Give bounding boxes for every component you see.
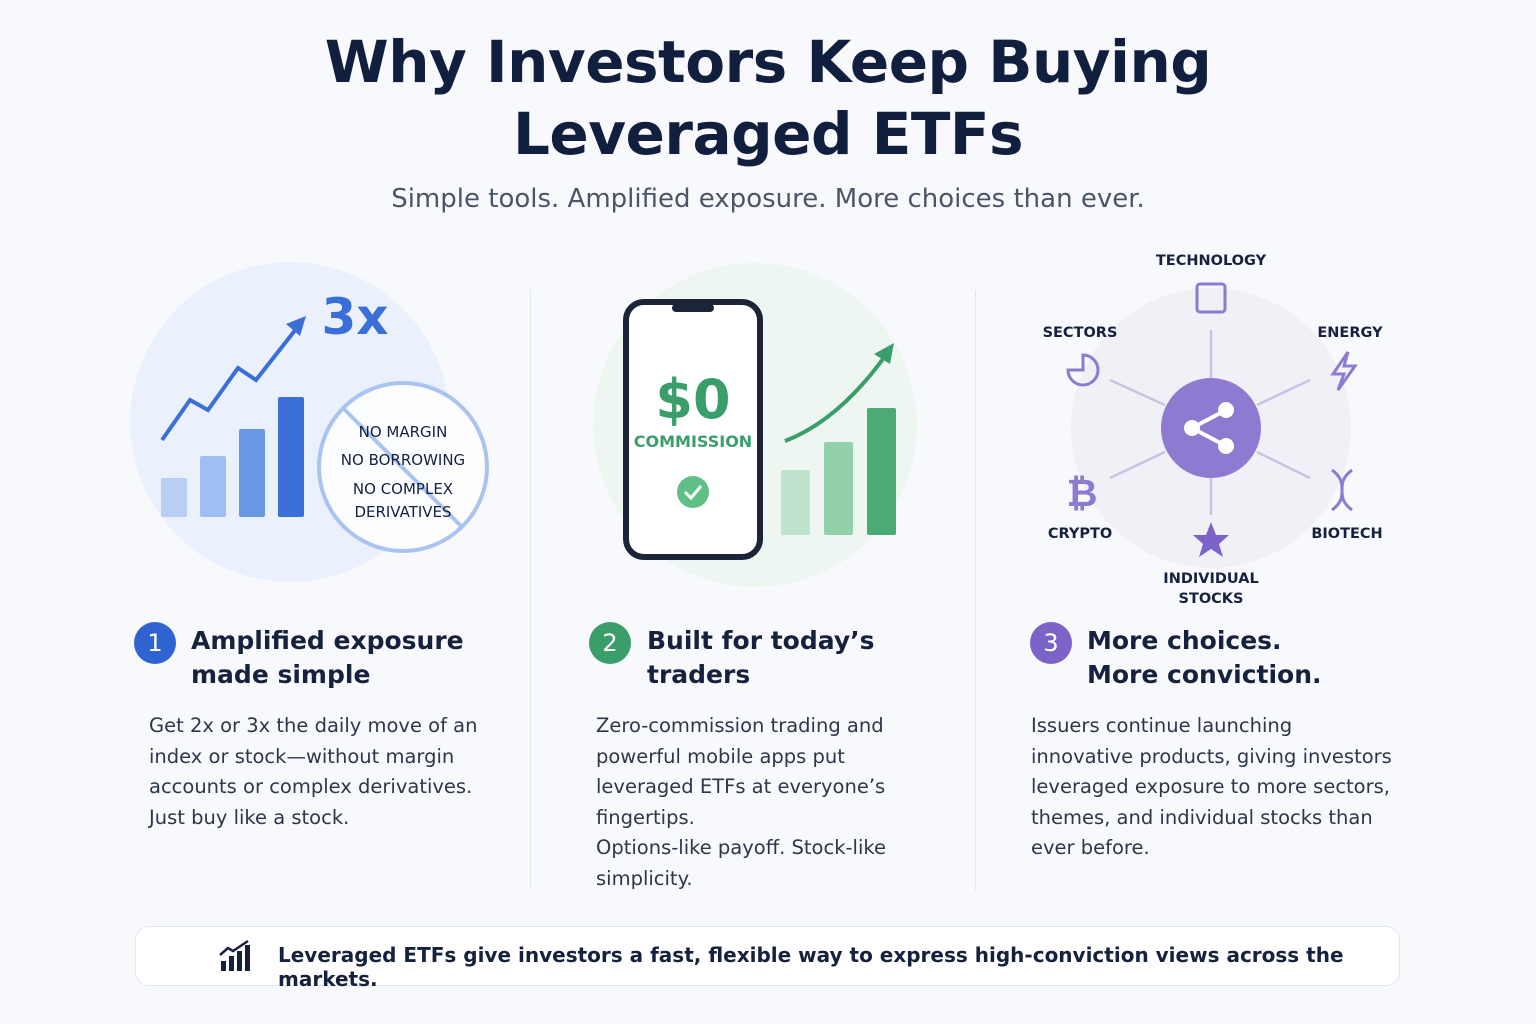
bar-icon: [200, 456, 226, 517]
title-line: Leveraged ETFs: [512, 100, 1024, 168]
title-line: Why Investors Keep Buying: [324, 28, 1212, 96]
decoration: [221, 961, 226, 971]
star-icon: [1193, 522, 1229, 557]
sector-label: TECHNOLOGY: [1156, 253, 1267, 269]
crypto-icon: ₿: [1067, 471, 1098, 515]
sector-label: CRYPTO: [1048, 526, 1112, 542]
decoration: [237, 951, 242, 971]
bar-icon: [239, 429, 265, 517]
price: $0: [655, 368, 730, 431]
heading-line: Built for today’s: [647, 626, 875, 655]
bar-icon: [161, 478, 187, 517]
body: Zero-commission trading and powerful mob…: [596, 711, 896, 894]
sector-label: ENERGY: [1317, 325, 1383, 341]
paragraph: Options-like payoff. Stock-like simplici…: [596, 836, 886, 890]
decoration: [219, 939, 249, 956]
phone: [623, 299, 763, 560]
decoration: [1191, 426, 1227, 448]
bar-icon: [824, 442, 853, 535]
arrow-head: [874, 343, 894, 364]
notch: [672, 304, 714, 312]
dna-icon: [1331, 468, 1353, 512]
decoration: [1109, 378, 1166, 407]
step-number: 2: [589, 622, 631, 664]
arrow-head: [286, 316, 306, 336]
spokes: [1109, 330, 1311, 515]
body: Get 2x or 3x the daily move of an index …: [149, 711, 484, 833]
sector-label: BIOTECH: [1311, 526, 1382, 542]
subtitle: Simple tools. Amplified exposure. More c…: [391, 184, 1145, 214]
hub: [1161, 378, 1261, 478]
crossed-text: NO BORROWING: [341, 451, 465, 469]
arrow-line: [160, 322, 302, 442]
crossed-text: NO MARGIN: [359, 423, 448, 441]
pie-icon: [1066, 353, 1100, 387]
paragraph: Issuers continue launching innovative pr…: [1031, 714, 1392, 859]
check: [677, 476, 709, 508]
arrow-line: [784, 350, 890, 443]
sector-label: STOCKS: [1179, 591, 1244, 607]
heading: Built for today’s traders: [647, 624, 875, 692]
step-number: 1: [134, 622, 176, 664]
graphics: 3x NO MARGIN NO BORROWING NO COMPLEX DER…: [130, 253, 1384, 607]
sector-label: INDIVIDUAL: [1163, 571, 1258, 587]
paragraph: Zero-commission trading and powerful mob…: [596, 714, 886, 829]
multiplier: 3x: [321, 288, 388, 346]
step-number: 3: [1030, 622, 1072, 664]
heading-line: Amplified exposure: [191, 626, 464, 655]
decoration: [229, 956, 234, 971]
decoration: [1109, 450, 1166, 480]
chip-icon: [1195, 282, 1227, 314]
divider: [975, 290, 976, 890]
bar-icon: [278, 397, 304, 517]
footer-text: Leveraged ETFs give investors a fast, fl…: [278, 943, 1344, 991]
sector-label: SECTORS: [1043, 325, 1118, 341]
heading: More choices. More conviction.: [1087, 624, 1322, 692]
heading-line: traders: [647, 660, 751, 689]
crossed-text: NO COMPLEX: [353, 480, 453, 498]
decoration: [1191, 408, 1227, 430]
bar-icon: [867, 408, 896, 535]
paragraph: Get 2x or 3x the daily move of an index …: [149, 714, 478, 829]
crossed-text: DERIVATIVES: [354, 503, 451, 521]
heading-line: More choices.: [1087, 626, 1282, 655]
energy-icon: [1330, 351, 1358, 391]
bar-icon: [781, 470, 810, 535]
strike: [341, 406, 464, 529]
share-links: [1191, 408, 1227, 448]
check-mark: [683, 485, 703, 501]
sector-labels: TECHNOLOGY SECTORS ENERGY CRYPTO BIOTECH…: [1043, 253, 1384, 607]
divider: [530, 290, 531, 890]
decoration: [1256, 450, 1311, 480]
commission: COMMISSION: [634, 432, 752, 451]
heading-line: More conviction.: [1087, 660, 1322, 689]
decoration: [1256, 378, 1311, 407]
chart-icon: [219, 939, 250, 971]
decoration: [245, 945, 250, 971]
heading: Amplified exposure made simple: [191, 624, 464, 692]
heading-line: made simple: [191, 660, 371, 689]
footer: Leveraged ETFs give investors a fast, fl…: [135, 926, 1400, 991]
body: Issuers continue launching innovative pr…: [1031, 711, 1393, 864]
